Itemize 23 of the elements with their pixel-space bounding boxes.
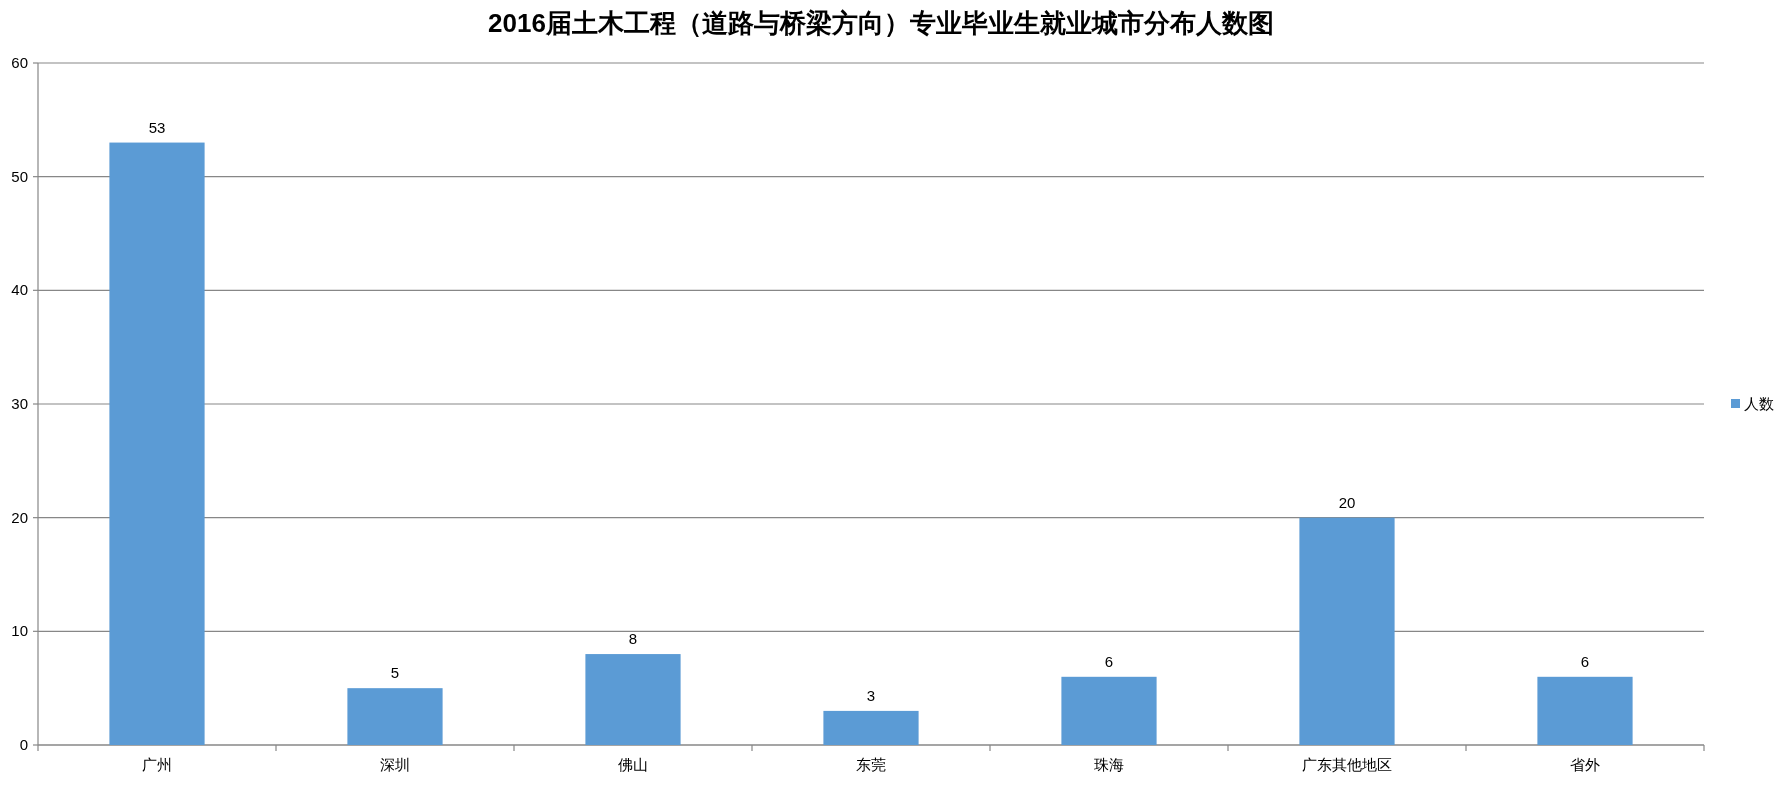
ytick-label: 10 bbox=[11, 622, 28, 640]
data-label: 20 bbox=[1338, 493, 1356, 511]
ytick-label: 0 bbox=[19, 736, 28, 753]
data-label: 8 bbox=[628, 630, 638, 648]
data-label: 3 bbox=[866, 686, 876, 704]
xtick-label: 佛山 bbox=[618, 756, 648, 773]
data-label: 6 bbox=[1104, 652, 1114, 670]
data-label: 53 bbox=[148, 118, 166, 136]
legend-label: 人数 bbox=[1744, 395, 1774, 412]
ytick-label: 60 bbox=[11, 54, 28, 71]
xtick-label: 深圳 bbox=[380, 756, 410, 773]
title: 2016届土木工程（道路与桥梁方向）专业毕业生就业城市分布人数图 bbox=[488, 8, 1274, 38]
ytick-label: 20 bbox=[11, 508, 28, 526]
data-label: 5 bbox=[390, 664, 400, 682]
ytick-label: 30 bbox=[11, 395, 28, 412]
ytick-label: 40 bbox=[11, 281, 28, 299]
data-label: 6 bbox=[1580, 652, 1590, 670]
xtick-label: 广东其他地区 bbox=[1302, 756, 1392, 773]
xtick-label: 省外 bbox=[1570, 756, 1600, 773]
xtick-label: 广州 bbox=[142, 756, 172, 773]
xtick-label: 珠海 bbox=[1094, 756, 1124, 773]
xtick-label: 东莞 bbox=[856, 756, 886, 773]
ytick-label: 50 bbox=[11, 167, 28, 185]
